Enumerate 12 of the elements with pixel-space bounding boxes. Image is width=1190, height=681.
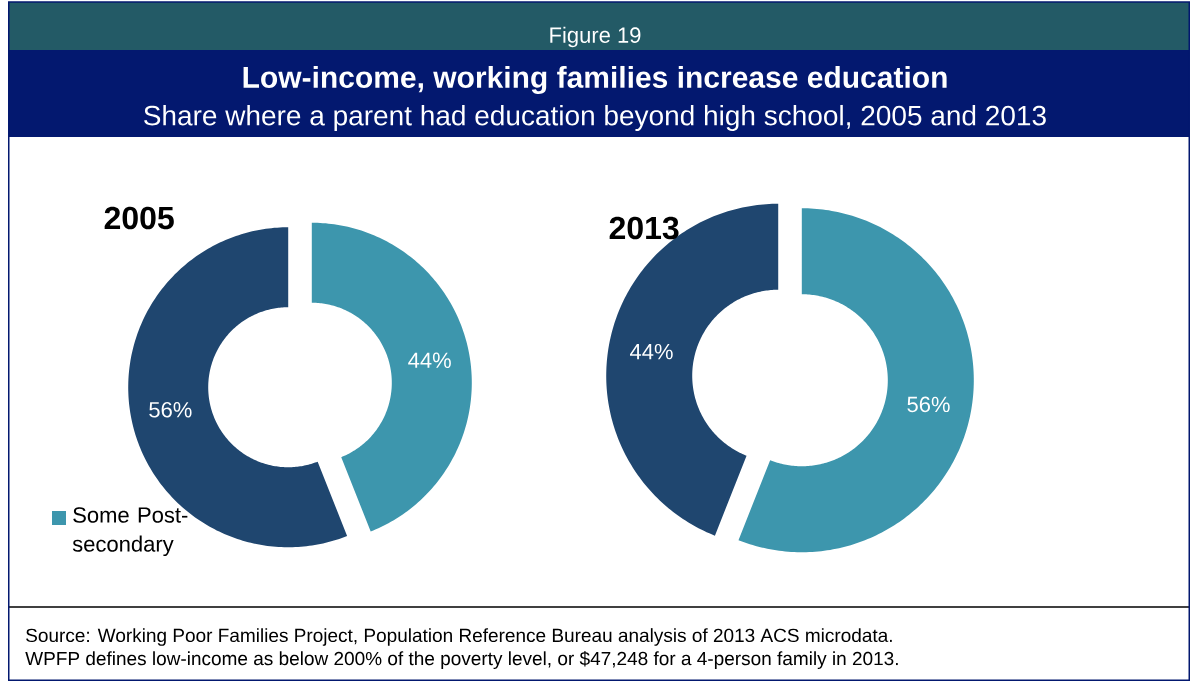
source-note: Source: Working Poor Families Project, Population Reference Bureau analysis of 2013 ACS microdata. xyxy=(26,628,892,646)
data-label: 56% xyxy=(907,396,950,413)
legend-label: Some Post-secondary xyxy=(72,507,188,557)
data-label: 44% xyxy=(408,352,451,368)
data-label: 44% xyxy=(630,343,673,360)
caption: Figure 19 xyxy=(550,26,641,48)
text: Low-income, working families increase education xyxy=(243,65,947,95)
text: Share where a parent had education beyond high school, 2005 and 2013 xyxy=(144,104,1046,132)
chart-title: 2013 xyxy=(609,216,679,240)
data-label: 56% xyxy=(149,401,192,418)
chart-title: 2005 xyxy=(104,206,174,230)
text: WPFP defines low-income as below 200% of the poverty level, or $47,248 for a 4-person family in 2013. xyxy=(25,651,898,669)
